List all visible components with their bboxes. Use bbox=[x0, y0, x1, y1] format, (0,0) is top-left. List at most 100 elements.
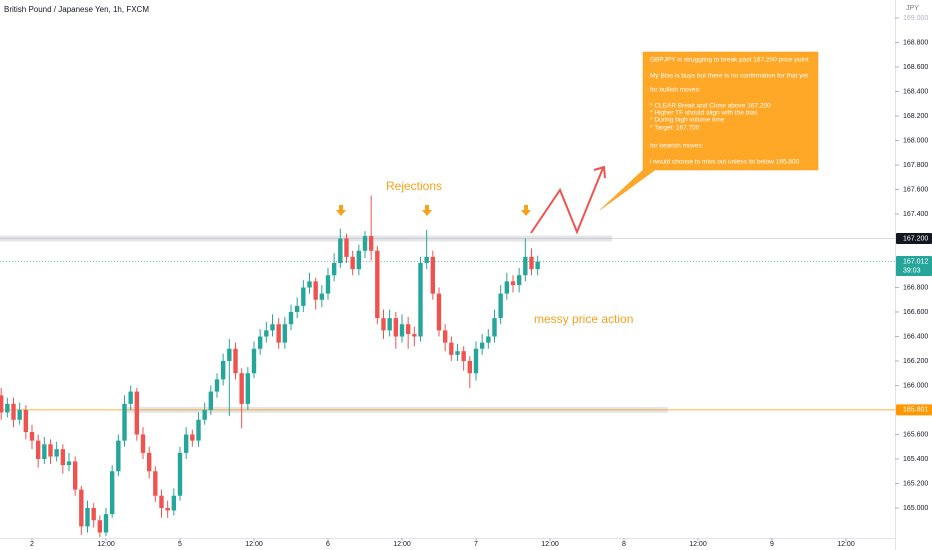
candle-body bbox=[159, 495, 164, 508]
price-label-box bbox=[896, 256, 932, 277]
candle-body bbox=[245, 373, 251, 404]
rejection-arrow bbox=[521, 205, 531, 216]
y-tick-label: 167.800 bbox=[903, 162, 928, 169]
x-tick-label: 6 bbox=[326, 541, 330, 548]
candle-body bbox=[165, 507, 170, 511]
candle-body bbox=[103, 514, 109, 533]
candle-body bbox=[498, 293, 503, 319]
candle-body bbox=[368, 236, 374, 251]
x-tick-label: 9 bbox=[770, 541, 774, 548]
y-tick-label: 168.000 bbox=[903, 137, 928, 144]
candle-body bbox=[66, 461, 72, 466]
candle-body bbox=[325, 275, 331, 294]
candle-body bbox=[208, 391, 214, 410]
candle-body bbox=[97, 520, 103, 533]
x-tick-label: 12:00 bbox=[245, 541, 263, 548]
candle-body bbox=[282, 324, 288, 343]
candle-body bbox=[492, 318, 497, 337]
note-line: for bullish moves: bbox=[650, 87, 701, 94]
candle-body bbox=[381, 318, 386, 331]
candle-body bbox=[48, 444, 53, 457]
annotation-rejections: Rejections bbox=[386, 179, 442, 193]
candle-body bbox=[109, 471, 115, 515]
x-tick-label: 12:00 bbox=[541, 541, 559, 548]
candle-body bbox=[196, 419, 201, 441]
note-line: * Higher TF should align with the bias bbox=[650, 110, 758, 117]
candle-body bbox=[307, 281, 312, 288]
candle-body bbox=[412, 334, 417, 337]
candle-body bbox=[11, 403, 16, 420]
candle-body bbox=[362, 236, 368, 251]
candle-body bbox=[504, 281, 510, 294]
candle-body bbox=[288, 311, 294, 325]
x-tick-label: 12:00 bbox=[837, 541, 855, 548]
price-label-box bbox=[896, 404, 932, 416]
candle-body bbox=[35, 440, 41, 459]
candle-body bbox=[239, 373, 244, 404]
candle-body bbox=[5, 403, 10, 413]
candle-body bbox=[356, 250, 362, 270]
price-label: 165.801 bbox=[903, 407, 928, 414]
note-line: * CLEAR Break and Close above 167.200 bbox=[650, 103, 771, 110]
candle-body bbox=[183, 434, 189, 453]
candle-body bbox=[294, 305, 300, 312]
y-tick-label: 166.800 bbox=[903, 284, 928, 291]
y-tick-label: 166.600 bbox=[903, 309, 928, 316]
candle-body bbox=[190, 434, 195, 441]
candle-body bbox=[60, 449, 66, 466]
candle-body bbox=[529, 256, 534, 270]
candle-body bbox=[418, 262, 423, 337]
note-line: GBPJPY is struggling to break past 167.2… bbox=[650, 57, 809, 64]
candle-body bbox=[116, 440, 121, 472]
candle-body bbox=[467, 360, 473, 374]
note-line: My Bias is buys but there is no confirma… bbox=[650, 73, 808, 80]
candle-body bbox=[424, 256, 429, 263]
y-tick-label: 165.600 bbox=[903, 431, 928, 438]
candle-body bbox=[449, 342, 454, 355]
candle-body bbox=[264, 330, 269, 337]
candle-body bbox=[301, 287, 306, 306]
candle-body bbox=[436, 293, 442, 331]
y-tick-label: 168.200 bbox=[903, 113, 928, 120]
candle-body bbox=[430, 256, 436, 294]
candle-body bbox=[516, 275, 522, 286]
candle-body bbox=[153, 471, 158, 496]
candle-body bbox=[17, 409, 22, 420]
candle-body bbox=[479, 342, 485, 349]
price-label: 167.200 bbox=[903, 235, 928, 242]
x-tick-label: 2 bbox=[30, 541, 34, 548]
rejection-arrow bbox=[336, 205, 346, 216]
y-tick-label: 165.400 bbox=[903, 456, 928, 463]
countdown-label: 39:03 bbox=[903, 267, 921, 274]
candle-body bbox=[140, 434, 146, 453]
candle-body bbox=[202, 409, 207, 420]
y-tick-label: 168.800 bbox=[903, 39, 928, 46]
candle-body bbox=[442, 330, 448, 343]
candle-body bbox=[331, 262, 337, 276]
y-tick-label: 166.400 bbox=[903, 333, 928, 340]
y-tick-label: 167.600 bbox=[903, 186, 928, 193]
x-tick-label: 12:00 bbox=[689, 541, 707, 548]
note-line: * During high volume time bbox=[650, 117, 725, 124]
candle-body bbox=[405, 324, 411, 335]
candle-body bbox=[128, 391, 133, 404]
candle-body bbox=[122, 403, 127, 441]
candle-body bbox=[270, 324, 275, 331]
candle-body bbox=[85, 507, 90, 527]
candle-body bbox=[29, 432, 35, 441]
candle-body bbox=[473, 348, 479, 374]
candle-body bbox=[393, 318, 399, 337]
candle-body bbox=[344, 238, 349, 257]
candle-body bbox=[257, 336, 263, 349]
candle-body bbox=[42, 444, 47, 459]
candle-body bbox=[251, 348, 257, 374]
projection-arrow bbox=[530, 167, 604, 235]
note-line: for bearish moves: bbox=[650, 143, 704, 150]
candle-body bbox=[319, 293, 325, 300]
y-tick-label: 166.200 bbox=[903, 358, 928, 365]
candle-body bbox=[227, 348, 232, 361]
candle-body bbox=[387, 318, 392, 331]
x-tick-label: 7 bbox=[474, 541, 478, 548]
